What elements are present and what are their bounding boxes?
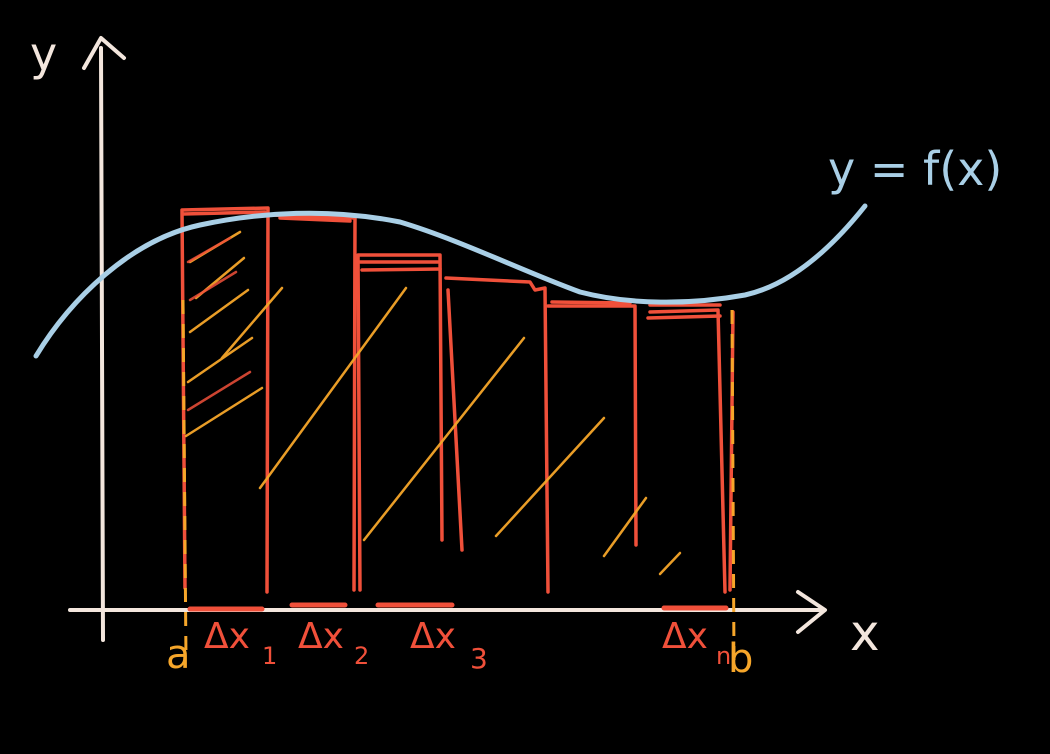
hatch-4 (494, 416, 606, 538)
hatch-6 (658, 551, 682, 576)
rectangle-6 (648, 308, 727, 594)
hatch-2 (258, 286, 408, 490)
y-axis-label: y (30, 27, 57, 81)
a-dashed-line (181, 299, 188, 661)
delta-x-1-sub: 1 (262, 642, 277, 670)
delta-x-2-sub: 2 (354, 642, 369, 670)
delta-x-n-sub: n (716, 642, 731, 670)
rectangle-1 (180, 206, 270, 594)
delta-x-2: Δx (298, 616, 344, 657)
y-axis-line (99, 46, 105, 642)
rectangle-5-top (550, 300, 632, 305)
hatch-5 (602, 496, 648, 558)
rectangle-6-top (646, 303, 722, 320)
hatch-red-1 (186, 236, 232, 264)
delta-x-1: Δx (204, 616, 250, 657)
hatch-lines (184, 230, 682, 576)
rectangle-6-right (728, 310, 735, 592)
hatch-red-3 (186, 370, 252, 412)
hatch-red-2 (188, 270, 238, 302)
hatch-3 (362, 336, 526, 542)
rectangle-4-side (446, 288, 464, 552)
x-axis-label: x (850, 604, 880, 662)
curve-label: y = f(x) (828, 142, 1002, 196)
endpoint-dashes (181, 299, 736, 661)
riemann-rectangles (180, 206, 735, 594)
delta-x-3-sub: 3 (470, 642, 488, 675)
rectangle-2-top (278, 216, 352, 223)
y-axis-arrowhead (82, 36, 126, 70)
rectangle-4 (444, 276, 550, 594)
rectangle-1-top (181, 210, 267, 216)
function-curve (33, 203, 868, 359)
x-axis-arrowhead (796, 590, 827, 634)
delta-x-3: Δx (410, 616, 456, 657)
rectangle-5 (546, 304, 638, 547)
b-label: b (728, 636, 753, 682)
hatch-1c (188, 288, 250, 334)
b-dashed-line (730, 309, 736, 661)
hatch-1f (184, 386, 264, 438)
rectangle-3 (356, 253, 444, 592)
delta-segments (187, 602, 729, 612)
hatch-red-accents (186, 236, 252, 412)
hatch-1d (186, 336, 254, 384)
a-label: a (166, 632, 191, 678)
hatch-1e (220, 286, 284, 360)
delta-x-n: Δx (662, 616, 708, 657)
delta-labels: Δx 1 Δx 2 Δx 3 Δx n (204, 616, 731, 675)
rectangle-3-top (358, 260, 442, 272)
rectangle-2 (268, 213, 357, 592)
